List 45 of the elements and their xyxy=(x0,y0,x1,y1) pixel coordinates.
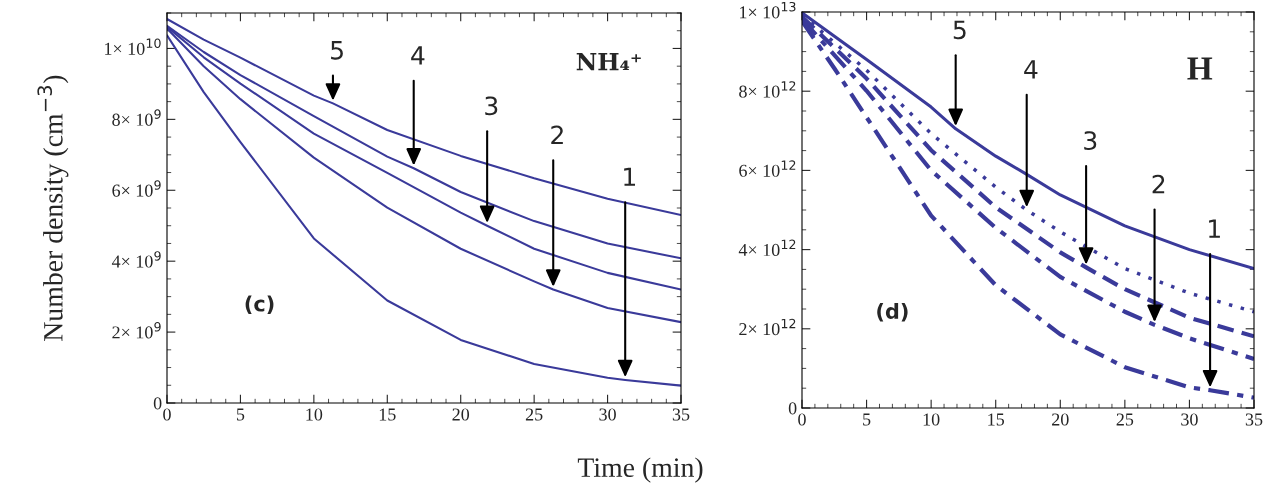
x-tick-label: 35 xyxy=(1245,413,1263,426)
x-tick-label: 15 xyxy=(988,413,1005,426)
x-tick-label: 25 xyxy=(1116,413,1134,426)
annotation: NH₄⁺ xyxy=(576,53,641,71)
y-tick-label: 4× 10$^{12}$ xyxy=(738,239,796,257)
annotation: 3 xyxy=(1084,131,1097,151)
annotation: 5 xyxy=(953,20,966,40)
annotation: 4 xyxy=(411,46,425,65)
y-tick-label: 6× 10$^{12}$ xyxy=(739,160,796,177)
annotation: 5 xyxy=(331,41,343,60)
x-tick-label: 30 xyxy=(1181,413,1198,426)
line-series xyxy=(167,17,681,217)
y-tick-label: 8× 10$^{9}$ xyxy=(112,109,161,126)
y-tick-label: 6× 10$^{9}$ xyxy=(112,180,161,197)
x-tick-label: 5 xyxy=(863,413,871,426)
annotation: 2 xyxy=(1152,174,1165,194)
x-axis-title: Time (min) xyxy=(577,457,703,483)
x-tick-label: 10 xyxy=(306,408,323,421)
annotation: H xyxy=(1187,57,1213,80)
x-tick-label: 35 xyxy=(672,408,690,421)
x-tick-label: 25 xyxy=(525,408,543,421)
y-tick-label: 4× 10$^{9}$ xyxy=(111,251,161,268)
y-tick-label: 8× 10$^{12}$ xyxy=(739,81,796,98)
x-tick-label: 15 xyxy=(379,408,396,421)
annotation: (d) xyxy=(877,302,908,322)
y-axis-title: Number density (cm$^{−3}$) xyxy=(37,75,69,341)
y-tick-label: 2× 10$^{12}$ xyxy=(739,318,796,336)
y-tick-label: 1× 10$^{10}$ xyxy=(105,38,161,55)
annotation: 1 xyxy=(1209,219,1220,238)
x-tick-label: 20 xyxy=(452,408,470,421)
x-tick-label: 5 xyxy=(236,408,245,421)
x-tick-label: 30 xyxy=(599,408,616,421)
y-tick-label: 1× 10$^{13}$ xyxy=(740,1,796,19)
x-tick-label: 20 xyxy=(1052,413,1069,426)
annotation: 1 xyxy=(624,167,636,186)
annotation: 2 xyxy=(551,125,563,145)
annotation: (c) xyxy=(245,295,274,314)
y-tick-label: 2× 10$^{9}$ xyxy=(112,322,161,339)
line-series xyxy=(167,34,681,387)
annotation: 4 xyxy=(1024,60,1038,79)
x-tick-label: 10 xyxy=(923,413,940,426)
y-tick-label: 0 xyxy=(153,397,162,410)
x-tick-label: 0 xyxy=(163,408,171,421)
x-tick-label: 0 xyxy=(798,413,806,426)
annotation: 3 xyxy=(485,96,498,116)
